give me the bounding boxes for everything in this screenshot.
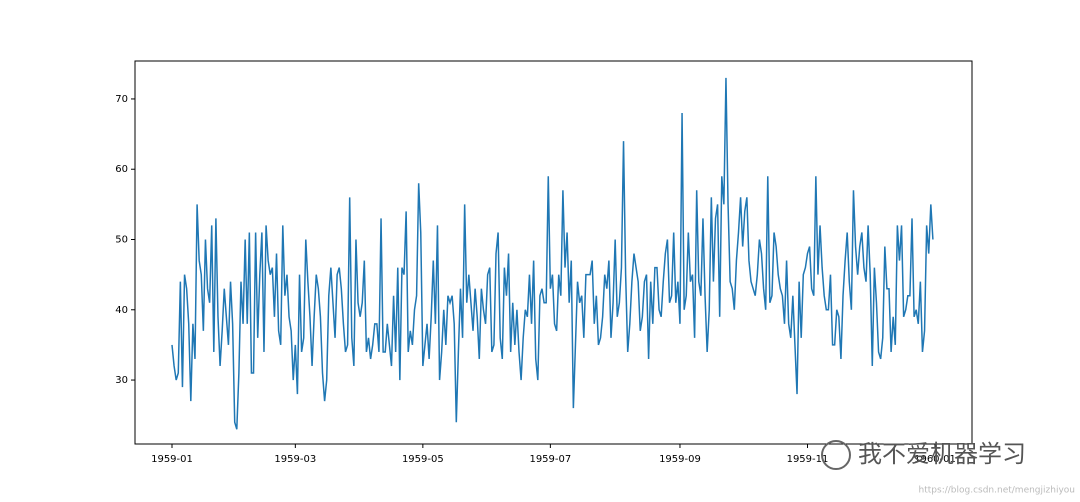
data-line <box>171 77 934 430</box>
x-tick-label: 1959-07 <box>529 454 571 465</box>
x-tick-label: 1959-01 <box>151 454 193 465</box>
x-tick-label: 1959-11 <box>787 454 829 465</box>
y-tick-label: 50 <box>115 234 128 245</box>
watermark: 我不爱机器学习 https://blog.csdn.net/mengjizhiy… <box>821 440 1075 496</box>
y-tick-label: 70 <box>115 94 128 105</box>
y-tick-label: 40 <box>115 305 128 316</box>
watermark-icon <box>821 440 851 470</box>
watermark-url: https://blog.csdn.net/mengjizhiyou <box>919 486 1075 496</box>
x-tick-label: 1959-09 <box>659 454 701 465</box>
y-tick-label: 30 <box>115 375 128 386</box>
x-tick-label: 1959-05 <box>402 454 444 465</box>
plot-frame <box>134 60 973 445</box>
x-tick-label: 1959-03 <box>274 454 316 465</box>
x-tick-label: 1960-01 <box>914 454 956 465</box>
watermark-text: 我不爱机器学习 <box>858 440 1026 468</box>
y-tick-label: 60 <box>115 164 128 175</box>
